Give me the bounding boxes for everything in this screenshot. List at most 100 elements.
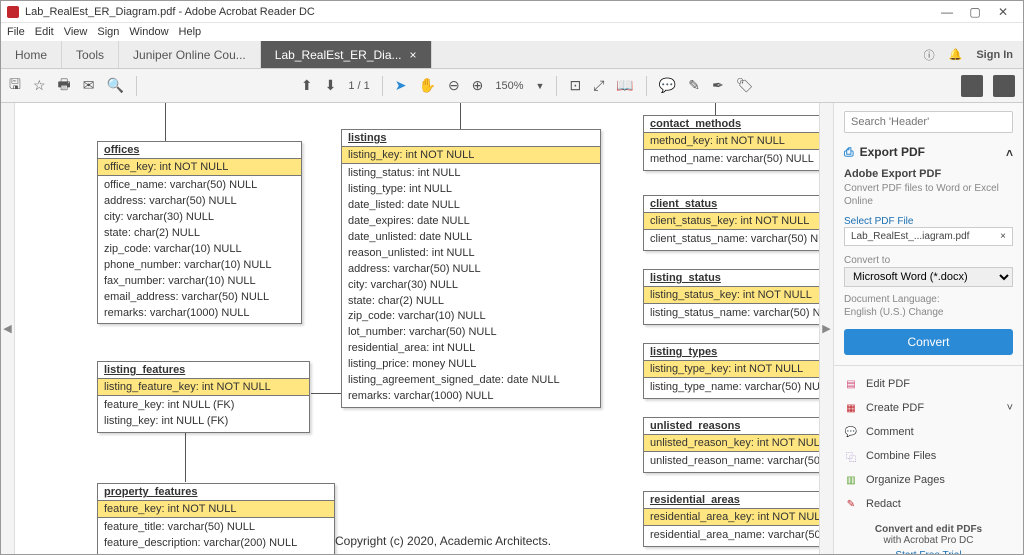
er-table-property_features: property_featuresfeature_key: int NOT NU… [97, 483, 335, 554]
er-table-client_status: client_statusclient_status_key: int NOT … [643, 195, 819, 251]
table-field: listing_type_name: varchar(50) NULL [650, 380, 819, 396]
menu-view[interactable]: View [64, 26, 88, 38]
table-title: unlisted_reasons [644, 418, 819, 434]
table-field: listing_key: int NULL (FK) [104, 414, 303, 430]
zoom-level[interactable]: 150% [495, 80, 523, 92]
save-icon[interactable]: 🖫 [9, 74, 21, 98]
doc-lang-value: English (U.S.) Change [844, 306, 1013, 319]
table-field: zip_code: varchar(10) NULL [348, 309, 594, 325]
tool-comment[interactable]: 💬Comment [844, 420, 1013, 444]
format-select[interactable]: Microsoft Word (*.docx) [844, 267, 1013, 287]
table-field: method_name: varchar(50) NULL [650, 152, 819, 168]
page-indicator: 1 / 1 [348, 80, 369, 92]
highlight-icon[interactable]: ✎ [688, 77, 700, 94]
table-fields: listing_type_name: varchar(50) NULL [644, 378, 819, 398]
close-button[interactable]: ✕ [989, 5, 1017, 19]
remove-file-icon[interactable]: × [1000, 231, 1006, 242]
share-button[interactable] [961, 75, 983, 97]
zoom-dropdown-icon[interactable]: ▼ [536, 81, 545, 91]
search-icon[interactable]: 🔍 [106, 77, 123, 94]
page-up-icon[interactable]: ⬆ [301, 77, 313, 94]
copyright-text: Copyright (c) 2020, Academic Architects. [335, 534, 551, 548]
table-field: unlisted_reason_name: varchar(50) NULL [650, 454, 819, 470]
tab-juniper[interactable]: Juniper Online Cou... [119, 41, 261, 68]
comment-icon[interactable]: 💬 [659, 77, 676, 94]
table-fields: unlisted_reason_name: varchar(50) NULL [644, 452, 819, 472]
tools-search-input[interactable] [844, 111, 1013, 133]
tab-current-doc[interactable]: Lab_RealEst_ER_Dia...× [261, 41, 432, 68]
table-title: listing_features [98, 362, 309, 378]
table-field: listing_type: int NULL [348, 182, 594, 198]
organize-icon: ▥ [844, 473, 858, 487]
tools-side-panel: ⎙Export PDF ˄ Adobe Export PDF Convert P… [833, 103, 1023, 554]
menu-window[interactable]: Window [129, 26, 168, 38]
scroll-left-button[interactable]: ◀ [1, 103, 15, 554]
table-field: feature_title: varchar(50) NULL [104, 520, 328, 536]
tool-combine[interactable]: ⿻Combine Files [844, 444, 1013, 468]
convert-to-label: Convert to [844, 254, 1013, 267]
tool-organize[interactable]: ▥Organize Pages [844, 468, 1013, 492]
table-fields: listing_status: int NULLlisting_type: in… [342, 164, 600, 407]
sign-in-link[interactable]: Sign In [976, 49, 1013, 61]
fit-width-icon[interactable]: ⊡ [569, 77, 581, 94]
document-tabs: Home Tools Juniper Online Cou... Lab_Rea… [1, 41, 1023, 69]
table-field: state: char(2) NULL [104, 226, 295, 242]
er-table-offices: officesoffice_key: int NOT NULLoffice_na… [97, 141, 302, 324]
selected-file-name: Lab_RealEst_...iagram.pdf [851, 231, 969, 242]
table-field: remarks: varchar(1000) NULL [348, 389, 594, 405]
er-table-unlisted_reasons: unlisted_reasonsunlisted_reason_key: int… [643, 417, 819, 473]
main-toolbar: 🖫 ☆ 🖶 ✉ 🔍 ⬆ ⬇ 1 / 1 ➤ ✋ ⊖ ⊕ 150% ▼ ⊡ ⤢ 📖… [1, 69, 1023, 103]
print-icon[interactable]: 🖶 [58, 74, 71, 98]
zoom-in-icon[interactable]: ⊕ [472, 77, 484, 94]
table-field: phone_number: varchar(10) NULL [104, 258, 295, 274]
menu-help[interactable]: Help [179, 26, 202, 38]
close-tab-icon[interactable]: × [410, 48, 417, 62]
zoom-out-icon[interactable]: ⊖ [448, 77, 460, 94]
page-down-icon[interactable]: ⬇ [325, 77, 337, 94]
table-title: listing_types [644, 344, 819, 360]
er-table-listing_types: listing_typeslisting_type_key: int NOT N… [643, 343, 819, 399]
selected-file-box[interactable]: Lab_RealEst_...iagram.pdf × [844, 227, 1013, 246]
table-title: residential_areas [644, 492, 819, 508]
tool-redact[interactable]: ✎Redact [844, 492, 1013, 516]
notification-icon[interactable]: 🔔 [949, 48, 963, 61]
hand-icon[interactable]: ✋ [419, 77, 436, 94]
table-pk: office_key: int NOT NULL [98, 158, 301, 176]
star-icon[interactable]: ☆ [33, 77, 46, 94]
fit-page-icon[interactable]: ⤢ [593, 77, 604, 94]
table-pk: client_status_key: int NOT NULL [644, 212, 819, 230]
table-field: date_listed: date NULL [348, 198, 594, 214]
menu-edit[interactable]: Edit [35, 26, 54, 38]
minimize-button[interactable]: — [933, 5, 961, 19]
menu-sign[interactable]: Sign [97, 26, 119, 38]
sign-icon[interactable]: ✒ [712, 77, 724, 94]
table-field: residential_area_name: varchar(50) NULL [650, 528, 819, 544]
pointer-icon[interactable]: ➤ [395, 77, 407, 94]
help-icon[interactable]: ⓘ [924, 47, 935, 63]
tool-create-pdf[interactable]: ▦Create PDF˅ [844, 396, 1013, 420]
table-field: listing_price: money NULL [348, 357, 594, 373]
window-title: Lab_RealEst_ER_Diagram.pdf - Adobe Acrob… [25, 6, 315, 18]
scroll-right-button[interactable]: ▶ [819, 103, 833, 554]
table-pk: listing_key: int NOT NULL [342, 146, 600, 164]
tool-edit-pdf[interactable]: ▤Edit PDF [844, 372, 1013, 396]
menu-file[interactable]: File [7, 26, 25, 38]
table-fields: feature_key: int NULL (FK)listing_key: i… [98, 396, 309, 432]
people-button[interactable] [993, 75, 1015, 97]
table-field: zip_code: varchar(10) NULL [104, 242, 295, 258]
start-trial-link[interactable]: Start Free Trial [844, 550, 1013, 555]
table-field: remarks: varchar(1000) NULL [104, 306, 295, 322]
mail-icon[interactable]: ✉ [83, 77, 95, 94]
maximize-button[interactable]: ▢ [961, 5, 989, 19]
combine-icon: ⿻ [844, 449, 858, 463]
stamp-icon[interactable]: 🏷 [736, 77, 754, 94]
read-mode-icon[interactable]: 📖 [616, 77, 633, 94]
tab-tools[interactable]: Tools [62, 41, 119, 68]
convert-button[interactable]: Convert [844, 329, 1013, 355]
tab-home[interactable]: Home [1, 41, 62, 68]
table-pk: method_key: int NOT NULL [644, 132, 819, 150]
table-fields: listing_status_name: varchar(50) NULL [644, 304, 819, 324]
export-pdf-header[interactable]: Export PDF [860, 145, 925, 159]
table-fields: residential_area_name: varchar(50) NULL [644, 526, 819, 546]
collapse-icon[interactable]: ˄ [1006, 146, 1013, 160]
